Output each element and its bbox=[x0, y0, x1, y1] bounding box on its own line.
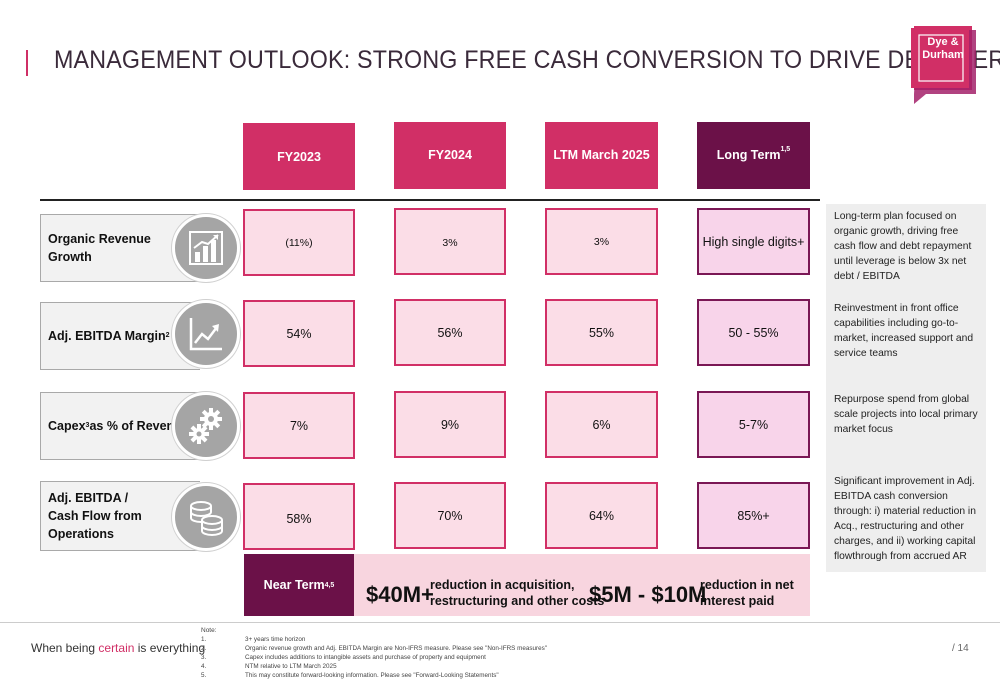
near-term-label: Near Term 4,5 bbox=[244, 554, 354, 616]
row-label-footnote: 2 bbox=[165, 332, 170, 339]
cell-cashflow-fy2023: 58% bbox=[243, 483, 355, 550]
footnote-number: 5. bbox=[201, 672, 207, 679]
note-organic-growth: Long-term plan focused on organic growth… bbox=[834, 211, 972, 282]
footnote-text: NTM relative to LTM March 2025 bbox=[245, 663, 337, 670]
note-capex: Repurpose spend from global scale projec… bbox=[834, 394, 978, 435]
page-title: MANAGEMENT OUTLOOK: STRONG FREE CASH CON… bbox=[54, 46, 1000, 74]
page-number: / 14 bbox=[952, 643, 969, 654]
column-header-fy2023: FY2023 bbox=[243, 123, 355, 190]
cell-cashflow-long-term: 85%+ bbox=[697, 482, 810, 549]
row-label-footnote: 3 bbox=[85, 422, 90, 429]
header-divider bbox=[40, 199, 820, 201]
footer-divider bbox=[0, 622, 1000, 623]
footnote-text: 3+ years time horizon bbox=[245, 636, 306, 643]
cell-capex-fy2023: 7% bbox=[243, 392, 355, 459]
footnote: 2. Organic revenue growth and Adj. EBITDA… bbox=[201, 645, 547, 652]
bar-chart-growth-icon bbox=[172, 214, 240, 282]
near-term-desc-2-line: interest paid bbox=[700, 594, 775, 608]
footnote: 4. NTM relative to LTM March 2025 bbox=[201, 663, 337, 670]
cell-cashflow-fy2024: 70% bbox=[394, 482, 506, 549]
column-header-long-term: Long Term 1,5 bbox=[697, 122, 810, 189]
row-label-text: Organic Revenue Growth bbox=[48, 232, 151, 264]
near-term-desc-1-line: restructuring and other costs bbox=[430, 594, 605, 608]
company-logo: Dye & Durham bbox=[906, 22, 976, 104]
cell-organic-fy2023: (11%) bbox=[243, 209, 355, 276]
footnote: 1. 3+ years time horizon bbox=[201, 636, 305, 643]
footnote-text: Organic revenue growth and Adj. EBITDA M… bbox=[245, 645, 547, 652]
row-label-adj-ebitda-margin: Adj. EBITDA Margin 2 bbox=[40, 302, 200, 370]
near-term-desc-1-line: reduction in acquisition, bbox=[430, 578, 575, 592]
footnotes-title: Note: bbox=[201, 627, 217, 634]
note-cash-conversion: Significant improvement in Adj. EBITDA c… bbox=[834, 476, 976, 562]
row-label-text: Capex bbox=[48, 419, 86, 433]
cell-cashflow-ltm: 64% bbox=[545, 482, 658, 549]
line-chart-trend-icon bbox=[172, 300, 240, 368]
row-label-text: Adj. EBITDA Margin bbox=[48, 329, 166, 343]
near-term-amount-2: $5M - $10M bbox=[589, 582, 707, 607]
cell-margin-ltm: 55% bbox=[545, 299, 658, 366]
column-header-fy2024: FY2024 bbox=[394, 122, 506, 189]
gears-icon bbox=[172, 392, 240, 460]
near-term-band bbox=[354, 554, 810, 616]
near-term-desc-1: reduction in acquisition, restructuring … bbox=[430, 577, 604, 609]
coins-icon bbox=[172, 483, 240, 551]
near-term-amount-1: $40M+ bbox=[366, 582, 434, 607]
footnote-number: 4. bbox=[201, 663, 207, 670]
column-header-ltm: LTM March 2025 bbox=[545, 122, 658, 189]
cell-organic-long-term: High single digits+ bbox=[697, 208, 810, 275]
cell-capex-ltm: 6% bbox=[545, 391, 658, 458]
column-header-footnote: 1,5 bbox=[780, 146, 791, 153]
title-accent-bar bbox=[26, 50, 28, 76]
footnote-text: This may constitute forward-looking info… bbox=[245, 672, 499, 679]
logo-line1: Dye & bbox=[927, 36, 959, 48]
tagline-accent: certain bbox=[98, 641, 135, 655]
near-term-text: Near Term bbox=[263, 578, 325, 592]
cell-organic-fy2024: 3% bbox=[394, 208, 506, 275]
footnote: 5. This may constitute forward-looking in… bbox=[201, 672, 499, 679]
tagline-text: When being bbox=[31, 641, 99, 655]
column-header-label: LTM March 2025 bbox=[553, 148, 650, 162]
near-term-desc-2: reduction in net interest paid bbox=[700, 577, 794, 609]
footnote-text: Capex includes additions to intangible a… bbox=[245, 654, 486, 661]
logo-mark-icon bbox=[911, 26, 976, 104]
footnote: 3. Capex includes additions to intangible… bbox=[201, 654, 486, 661]
cell-capex-long-term: 5-7% bbox=[697, 391, 810, 458]
footnote-number: 3. bbox=[201, 654, 207, 661]
column-header-label: FY2023 bbox=[277, 149, 321, 164]
commentary-panel bbox=[826, 204, 986, 572]
near-term-footnote: 4,5 bbox=[324, 581, 335, 589]
row-label-line: Operations bbox=[48, 527, 114, 541]
tagline-text: is everything bbox=[134, 641, 206, 655]
cell-organic-ltm: 3% bbox=[545, 208, 658, 275]
cell-margin-long-term: 50 - 55% bbox=[697, 299, 810, 366]
logo-line2: Durham bbox=[922, 49, 964, 61]
near-term-desc-2-line: reduction in net bbox=[700, 578, 794, 592]
row-label-suffix: as % of Revenue bbox=[89, 419, 189, 433]
column-header-label: FY2024 bbox=[428, 148, 472, 162]
cell-margin-fy2024: 56% bbox=[394, 299, 506, 366]
footnote-number: 2. bbox=[201, 645, 207, 652]
cell-capex-fy2024: 9% bbox=[394, 391, 506, 458]
column-header-label: Long Term bbox=[716, 148, 781, 162]
row-label-line: Adj. EBITDA / bbox=[48, 491, 129, 505]
footnote-number: 1. bbox=[201, 636, 207, 643]
row-label-line: Cash Flow from bbox=[48, 509, 142, 523]
note-ebitda-margin: Reinvestment in front office capabilitie… bbox=[834, 303, 974, 359]
footer-tagline: When being certain is everything bbox=[31, 641, 205, 655]
cell-margin-fy2023: 54% bbox=[243, 300, 355, 367]
